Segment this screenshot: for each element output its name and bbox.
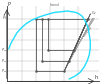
Text: $P_{e2}$: $P_{e2}$ — [1, 57, 8, 65]
Text: h: h — [95, 75, 98, 80]
Text: $P_{e1}$: $P_{e1}$ — [1, 68, 8, 75]
Text: P: P — [8, 2, 11, 7]
Text: $h_{cond}$: $h_{cond}$ — [48, 1, 60, 9]
Text: Cv: Cv — [91, 10, 96, 15]
Text: $P_c$: $P_c$ — [2, 15, 8, 22]
Text: $s = Cste$: $s = Cste$ — [80, 23, 95, 39]
Text: $P_{e3}$: $P_{e3}$ — [1, 47, 8, 54]
